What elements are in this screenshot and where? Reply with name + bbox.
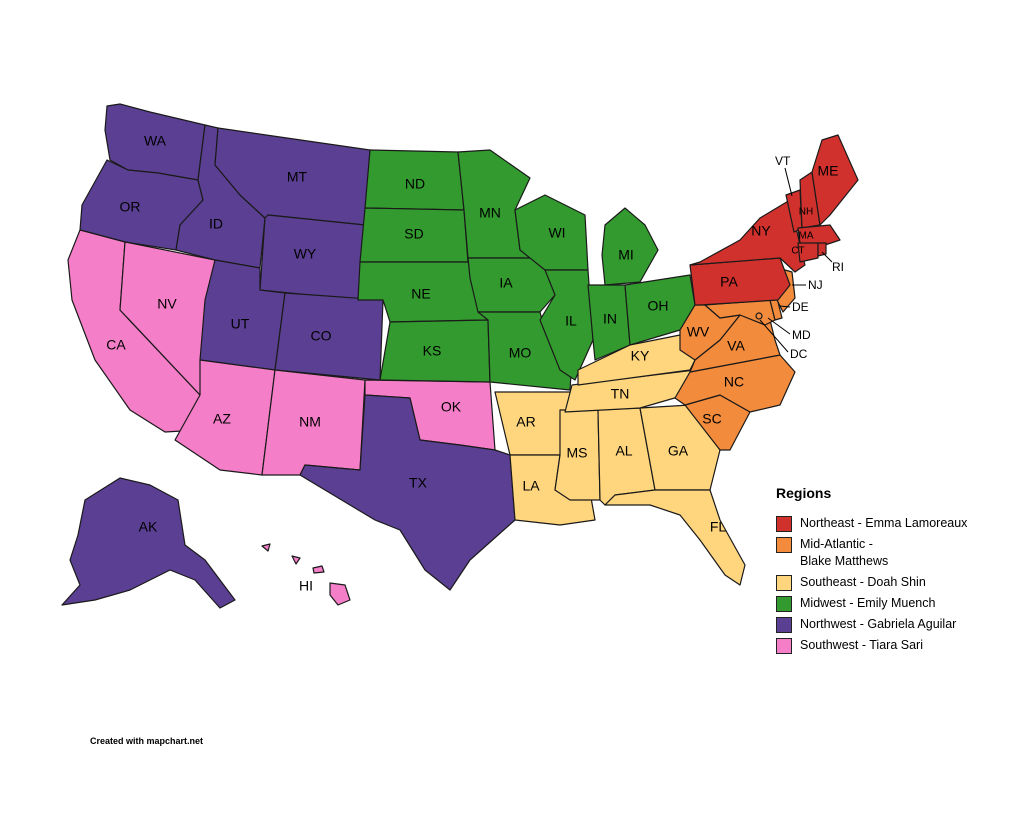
label-nv: NV bbox=[157, 296, 177, 312]
label-mn: MN bbox=[479, 205, 501, 221]
state-fl bbox=[604, 489, 746, 586]
label-id: ID bbox=[209, 216, 223, 232]
label-nc: NC bbox=[724, 374, 744, 390]
label-or: OR bbox=[120, 199, 141, 215]
label-wa: WA bbox=[144, 133, 167, 149]
label-mo: MO bbox=[509, 345, 532, 361]
state-in bbox=[587, 284, 631, 361]
label-wy: WY bbox=[294, 246, 317, 262]
swatch-midatlantic bbox=[776, 537, 792, 553]
label-in: IN bbox=[603, 311, 617, 327]
state-il bbox=[539, 269, 594, 381]
legend-label-southwest: Southwest - Tiara Sari bbox=[800, 638, 923, 652]
label-tn: TN bbox=[611, 386, 630, 402]
swatch-southwest bbox=[776, 638, 792, 654]
state-ri bbox=[817, 242, 827, 257]
label-co: CO bbox=[311, 328, 332, 344]
label-hi: HI bbox=[299, 578, 313, 594]
leader-dc bbox=[759, 319, 789, 353]
swatch-northwest bbox=[776, 617, 792, 633]
label-ak: AK bbox=[139, 519, 158, 535]
label-il: IL bbox=[565, 313, 577, 329]
label-wi: WI bbox=[548, 225, 565, 241]
legend-item-midwest: Midwest - Emily Muench bbox=[776, 595, 1016, 612]
label-ar: AR bbox=[516, 414, 535, 430]
state-ma bbox=[797, 224, 841, 246]
legend: Regions Northeast - Emma Lamoreaux Mid-A… bbox=[776, 485, 1016, 658]
swatch-midwest bbox=[776, 596, 792, 612]
state-ak bbox=[61, 477, 236, 609]
state-ga bbox=[639, 404, 721, 491]
label-nh: NH bbox=[799, 207, 813, 218]
legend-item-southwest: Southwest - Tiara Sari bbox=[776, 637, 1016, 654]
legend-label-midwest: Midwest - Emily Muench bbox=[800, 596, 936, 610]
state-mi bbox=[601, 207, 659, 286]
label-mt: MT bbox=[287, 169, 308, 185]
label-de: DE bbox=[792, 300, 809, 314]
legend-item-northwest: Northwest - Gabriela Aguilar bbox=[776, 616, 1016, 633]
label-sd: SD bbox=[404, 226, 423, 242]
label-tx: TX bbox=[409, 475, 428, 491]
label-mi: MI bbox=[618, 247, 634, 263]
label-nm: NM bbox=[299, 414, 321, 430]
legend-item-midatlantic: Mid-Atlantic - Blake Matthews bbox=[776, 536, 1016, 570]
legend-label-midatlantic: Mid-Atlantic - Blake Matthews bbox=[800, 537, 889, 568]
label-ca: CA bbox=[106, 337, 126, 353]
label-md: MD bbox=[792, 328, 811, 342]
state-hi bbox=[261, 543, 351, 606]
label-ne: NE bbox=[411, 286, 430, 302]
label-ok: OK bbox=[441, 399, 462, 415]
label-ct: CT bbox=[791, 246, 804, 257]
state-dc bbox=[755, 312, 763, 320]
label-wv: WV bbox=[687, 324, 710, 340]
label-me: ME bbox=[818, 163, 839, 179]
legend-label-northeast: Northeast - Emma Lamoreaux bbox=[800, 516, 968, 530]
label-az: AZ bbox=[213, 411, 231, 427]
label-ga: GA bbox=[668, 443, 689, 459]
state-me bbox=[811, 134, 859, 226]
label-oh: OH bbox=[648, 298, 669, 314]
leader-vt bbox=[784, 167, 793, 197]
label-ks: KS bbox=[423, 343, 442, 359]
credit-text: Created with mapchart.net bbox=[90, 736, 204, 746]
label-al: AL bbox=[615, 443, 632, 459]
label-ny: NY bbox=[751, 223, 771, 239]
legend-label-northwest: Northwest - Gabriela Aguilar bbox=[800, 617, 957, 631]
label-ia: IA bbox=[499, 275, 513, 291]
label-vt: VT bbox=[775, 154, 791, 168]
label-ms: MS bbox=[567, 445, 588, 461]
state-ct bbox=[797, 242, 819, 263]
label-nd: ND bbox=[405, 176, 425, 192]
label-la: LA bbox=[522, 478, 540, 494]
label-va: VA bbox=[727, 338, 745, 354]
leader-ri bbox=[821, 251, 833, 263]
label-ma: MA bbox=[799, 231, 814, 242]
leader-md bbox=[767, 317, 791, 335]
label-ky: KY bbox=[631, 348, 650, 364]
label-ut: UT bbox=[231, 316, 250, 332]
label-nj: NJ bbox=[808, 278, 823, 292]
leader-de bbox=[779, 305, 791, 308]
label-sc: SC bbox=[702, 411, 721, 427]
swatch-northeast bbox=[776, 516, 792, 532]
label-pa: PA bbox=[720, 274, 738, 290]
legend-label-southeast: Southeast - Doah Shin bbox=[800, 575, 926, 589]
legend-item-northeast: Northeast - Emma Lamoreaux bbox=[776, 515, 1016, 532]
label-dc: DC bbox=[790, 347, 808, 361]
swatch-southeast bbox=[776, 575, 792, 591]
label-fl: FL bbox=[710, 519, 727, 535]
legend-item-southeast: Southeast - Doah Shin bbox=[776, 574, 1016, 591]
state-tx bbox=[299, 394, 516, 591]
label-ri: RI bbox=[832, 260, 844, 274]
state-pa bbox=[689, 257, 791, 306]
legend-title: Regions bbox=[776, 485, 832, 501]
